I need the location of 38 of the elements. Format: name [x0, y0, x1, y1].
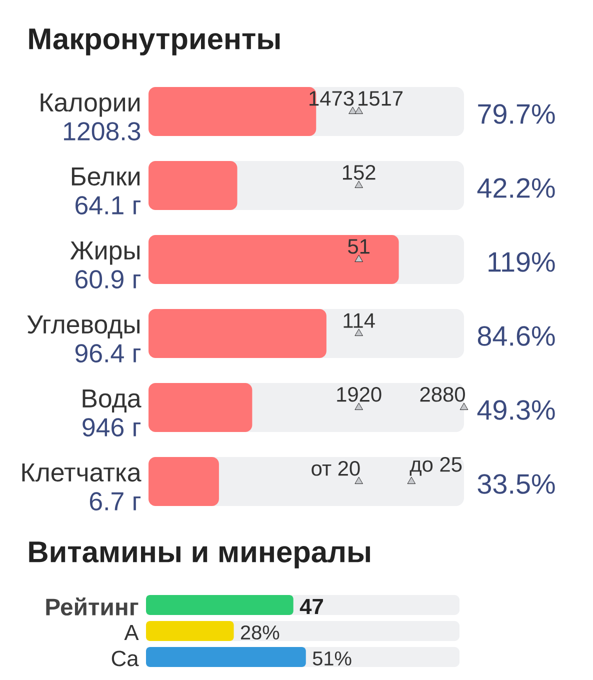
data-label: 28%: [240, 625, 280, 640]
point: [407, 476, 416, 484]
data-label: 33.5%: [478, 474, 555, 494]
y-tick-label: Углеводы 96.4 г: [27, 316, 141, 362]
annotation: 2880: [420, 386, 465, 402]
annotation: от 20: [312, 460, 360, 476]
point: [354, 328, 363, 336]
y-tick-label: Жиры 60.9 г: [70, 242, 141, 288]
y-tick-label: Клетчатка 6.7 г: [22, 464, 142, 510]
data-label: 49.3%: [477, 400, 555, 420]
y-tick-label: Белки 64.1 г: [72, 168, 141, 214]
point: [354, 476, 363, 484]
chart-title: Витамины и минералы: [29, 542, 370, 568]
point: [348, 106, 357, 114]
data-label: 79.7%: [478, 104, 555, 124]
point: [354, 106, 363, 114]
annotation: 1920: [337, 386, 382, 402]
data-label: 84.6%: [478, 326, 555, 346]
point: [460, 402, 468, 410]
data-label: 47: [300, 598, 323, 614]
point: [354, 402, 363, 410]
point: [354, 180, 363, 188]
annotation: 1517: [358, 91, 403, 106]
data-label: 42.2%: [477, 178, 555, 198]
point: [354, 254, 363, 262]
bar: [148, 456, 219, 506]
annotation: 114: [344, 313, 375, 328]
y-tick-label: Рейтинг: [46, 597, 138, 616]
data-label: 51%: [312, 651, 352, 666]
y-tick-label: A: [124, 624, 139, 640]
y-tick-label: Ca: [112, 650, 139, 666]
data-label: 119%: [488, 252, 555, 272]
annotation: до 25: [410, 457, 462, 476]
annotation: 51: [348, 239, 370, 254]
chart-title: Макронутриенты: [29, 28, 280, 56]
y-tick-label: Вода 946 г: [82, 390, 142, 436]
y-tick-label: Калории 1208.3: [40, 94, 140, 140]
annotation: 152: [342, 164, 376, 180]
